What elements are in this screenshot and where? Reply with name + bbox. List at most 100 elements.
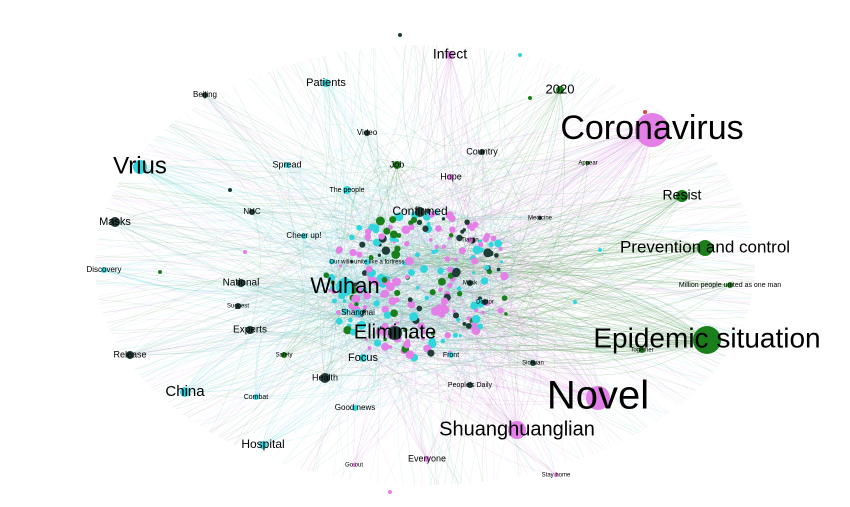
edge <box>361 350 599 399</box>
minor-node <box>528 96 532 100</box>
edge <box>398 339 708 347</box>
edge <box>362 341 509 365</box>
edge <box>446 89 561 345</box>
edge <box>129 267 356 356</box>
edge <box>103 268 449 329</box>
minor-node <box>389 230 398 239</box>
node-label: Mask <box>463 281 478 287</box>
node-label: China <box>165 383 205 400</box>
edge <box>469 239 525 337</box>
edge <box>126 170 293 434</box>
node-label: Masks <box>99 216 131 228</box>
edge <box>502 286 708 341</box>
edge <box>210 58 542 433</box>
node-label: Hope <box>440 171 462 181</box>
node-label: Hospital <box>241 437 284 451</box>
edge <box>184 302 444 393</box>
minor-node <box>372 238 381 247</box>
edge <box>494 349 518 431</box>
edge <box>320 275 353 379</box>
edge <box>103 266 356 293</box>
edge <box>376 284 534 365</box>
node <box>284 162 290 168</box>
edge <box>443 274 471 386</box>
edge <box>481 129 653 352</box>
edge <box>224 163 718 440</box>
minor-node <box>350 259 354 264</box>
edge <box>408 304 643 364</box>
minor-node <box>417 322 425 330</box>
edge <box>106 319 397 485</box>
edge <box>378 247 706 320</box>
edge <box>445 234 706 281</box>
node <box>352 405 358 411</box>
minor-node <box>394 289 401 296</box>
edge <box>348 271 731 300</box>
edge <box>479 311 518 431</box>
minor-node <box>381 305 389 314</box>
edge <box>489 290 708 341</box>
edge <box>444 256 518 431</box>
edge <box>187 202 742 418</box>
edge <box>427 239 534 364</box>
edge <box>202 102 756 266</box>
node-label: Vrius <box>113 152 167 179</box>
edge <box>449 46 660 421</box>
minor-node <box>452 312 460 319</box>
edge <box>114 221 434 317</box>
node-label: Coronavirus <box>560 109 743 147</box>
edge <box>325 82 519 252</box>
edge <box>461 129 653 322</box>
edge <box>103 269 421 351</box>
minor-node <box>394 212 404 222</box>
edge <box>557 226 751 237</box>
edge <box>353 232 371 466</box>
edge <box>281 66 715 217</box>
node-label: Patients <box>306 77 346 89</box>
edge <box>129 295 344 356</box>
edge <box>291 63 433 485</box>
node <box>126 351 134 359</box>
node <box>697 240 713 256</box>
edge <box>139 166 353 270</box>
edge <box>114 221 395 297</box>
edge <box>492 284 731 350</box>
edge <box>465 129 653 344</box>
minor-node <box>331 289 337 295</box>
edge <box>335 176 452 239</box>
edge <box>426 317 534 364</box>
edge <box>175 367 380 465</box>
edge <box>330 129 653 231</box>
edge <box>139 166 345 237</box>
node <box>237 279 245 287</box>
edge <box>411 225 466 356</box>
edge <box>439 46 706 166</box>
minor-node <box>488 241 494 248</box>
edge <box>415 45 611 447</box>
edge <box>423 314 534 364</box>
edge <box>458 162 589 351</box>
edge <box>511 195 683 343</box>
edge <box>245 80 617 164</box>
edge <box>237 266 516 307</box>
minor-node <box>327 273 336 282</box>
minor-node <box>405 350 415 360</box>
edge <box>303 227 506 302</box>
edge <box>437 215 541 226</box>
edge <box>507 89 561 277</box>
edge <box>449 54 476 296</box>
edge <box>286 164 473 299</box>
minor-node <box>363 292 371 300</box>
node-label: Shanghai <box>341 308 375 317</box>
edge <box>368 228 599 399</box>
node <box>246 326 254 334</box>
edge <box>438 195 683 295</box>
edge <box>459 336 518 431</box>
edge <box>139 166 324 333</box>
edge <box>193 107 755 281</box>
edge <box>479 245 706 326</box>
edge <box>488 195 683 306</box>
edge <box>114 195 412 230</box>
edge <box>449 54 503 344</box>
edge <box>255 249 464 398</box>
